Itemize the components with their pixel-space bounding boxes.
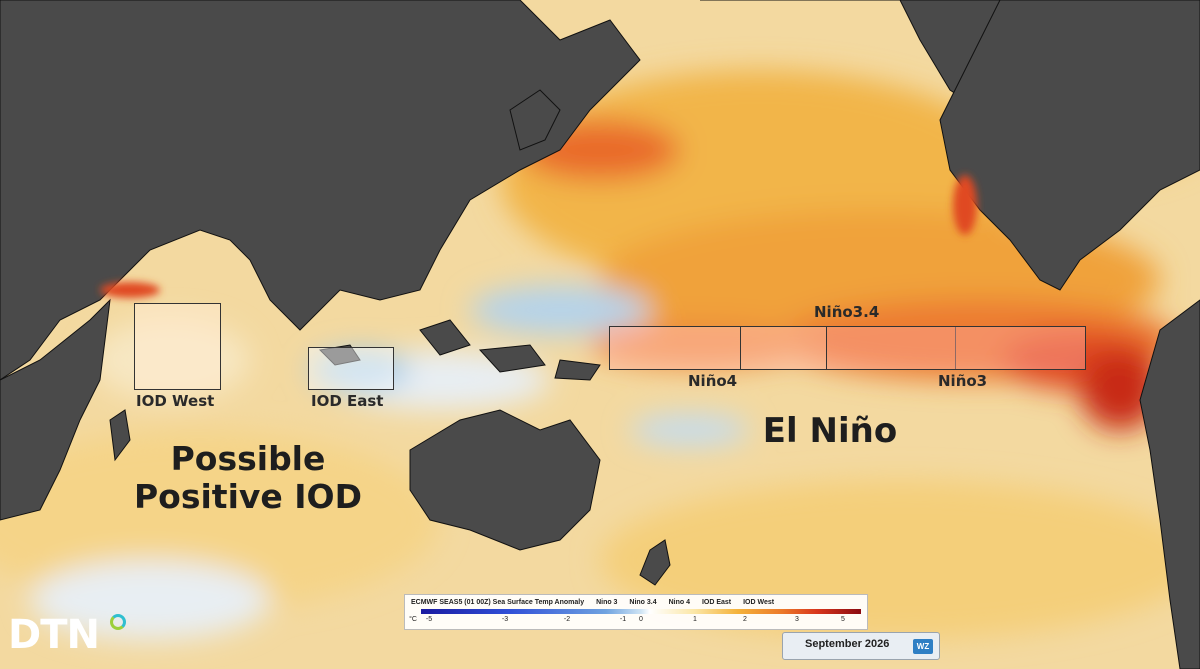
iod-annotation-line1: Possible [170,439,326,478]
iod-east-label: IOD East [311,392,384,410]
iod-east-box [308,347,394,390]
possible-positive-iod-annotation: Possible Positive IOD [118,440,378,516]
legend-overlay-iod-east: IOD East [701,599,732,606]
coastal-warm-strip [100,175,977,298]
legend-tick: -2 [563,616,571,623]
nino3-box [826,326,1086,370]
legend-tick: -3 [501,616,509,623]
legend-tick: 3 [795,616,799,623]
nino4-box [609,326,827,370]
legend-overlay-nino3: Nino 3 [596,599,618,606]
legend-tick: 2 [743,616,747,623]
legend-title: ECMWF SEAS5 (01 00Z) Sea Surface Temp An… [411,599,774,606]
legend-overlay-nino4: Nino 4 [668,599,690,606]
legend-tick: 1 [693,616,697,623]
nino34-label: Niño3.4 [814,303,880,321]
iod-west-label: IOD West [136,392,215,410]
forecast-date: September 2026 [805,638,890,650]
color-legend: ECMWF SEAS5 (01 00Z) Sea Surface Temp An… [404,594,868,630]
dtn-logo-ring-icon [110,614,126,630]
el-nino-annotation: El Niño [762,411,898,451]
iod-west-box [134,303,221,390]
date-panel: September 2026 WZ [782,632,940,660]
legend-overlay-iod-west: IOD West [743,599,775,606]
dtn-logo-text: DTN [8,612,100,658]
iod-annotation-line2: Positive IOD [133,476,362,516]
nino4-label: Niño4 [688,372,738,390]
wz-badge: WZ [913,639,933,654]
legend-ticks: °C -5 -3 -2 -1 0 1 2 3 5 [405,616,867,626]
legend-unit: °C [409,616,417,623]
legend-color-bar [421,609,861,614]
legend-tick: -1 [619,616,627,623]
legend-overlay-nino34: Nino 3.4 [629,599,657,606]
dtn-logo: DTN [8,612,128,662]
legend-title-text: ECMWF SEAS5 (01 00Z) Sea Surface Temp An… [411,599,585,606]
legend-tick: 0 [639,616,643,623]
legend-tick: -5 [425,616,433,623]
nino3-label: Niño3 [938,372,988,390]
legend-tick: 5 [841,616,845,623]
